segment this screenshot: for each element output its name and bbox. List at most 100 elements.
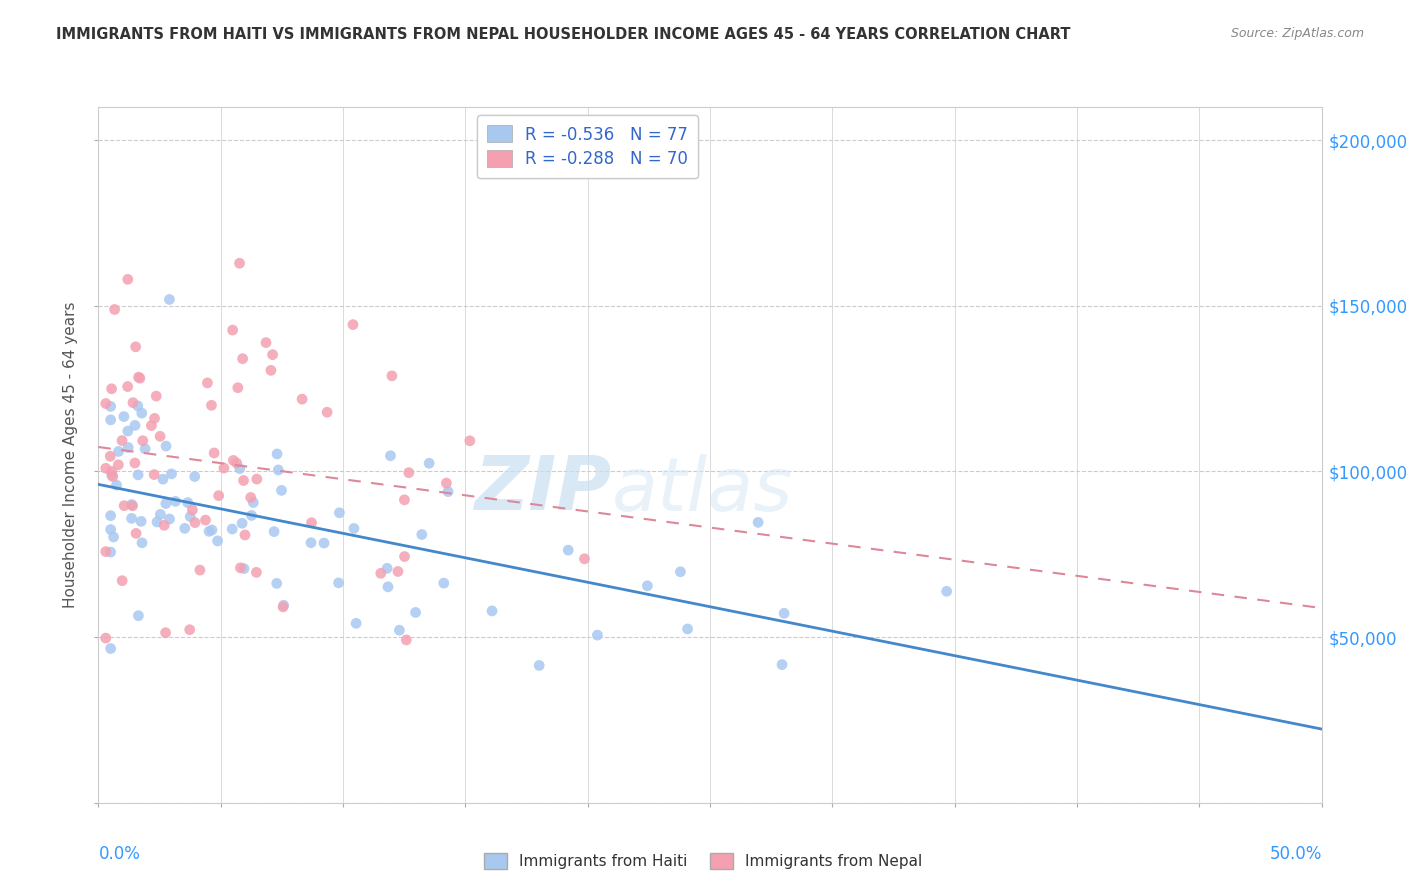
Point [165,494,187,508]
Point [328,506,350,520]
Point [155,625,177,640]
Point [242,495,264,509]
Point [228,256,250,270]
Point [117,424,139,438]
Point [437,484,460,499]
Point [121,511,143,525]
Point [127,608,149,623]
Point [104,302,127,317]
Point [381,368,404,383]
Point [117,379,139,393]
Text: 50.0%: 50.0% [1270,845,1322,863]
Point [155,439,177,453]
Point [233,561,256,575]
Text: ZIP: ZIP [475,453,612,526]
Point [301,516,323,530]
Point [153,518,176,533]
Point [121,499,143,513]
Point [112,409,135,424]
Point [100,468,122,483]
Point [291,392,314,406]
Point [273,599,295,613]
Point [394,549,416,564]
Point [770,657,793,672]
Point [229,461,252,475]
Text: IMMIGRANTS FROM HAITI VS IMMIGRANTS FROM NEPAL HOUSEHOLDER INCOME AGES 45 - 64 Y: IMMIGRANTS FROM HAITI VS IMMIGRANTS FROM… [56,27,1071,42]
Point [380,449,402,463]
Point [98,450,121,464]
Point [221,323,243,337]
Point [146,515,169,529]
Point [111,434,134,448]
Point [101,469,124,483]
Point [221,522,243,536]
Point [271,599,294,614]
Text: Source: ZipAtlas.com: Source: ZipAtlas.com [1230,27,1364,40]
Point [149,429,172,443]
Point [312,536,335,550]
Point [344,616,367,631]
Point [103,530,125,544]
Point [232,474,254,488]
Point [143,467,166,482]
Point [131,406,153,420]
Text: 0.0%: 0.0% [98,845,141,863]
Point [208,489,231,503]
Point [127,467,149,482]
Point [201,523,224,537]
Y-axis label: Householder Income Ages 45 - 64 years: Householder Income Ages 45 - 64 years [63,301,79,608]
Point [94,544,117,558]
Point [481,604,503,618]
Point [395,632,418,647]
Point [342,318,364,332]
Point [122,395,145,409]
Point [222,453,245,467]
Point [111,574,134,588]
Point [394,492,416,507]
Point [202,446,225,460]
Point [207,533,229,548]
Point [94,396,117,410]
Point [246,472,269,486]
Point [676,622,699,636]
Point [226,381,249,395]
Point [434,476,457,491]
Point [370,566,392,581]
Point [266,576,288,591]
Legend: R = -0.536   N = 77, R = -0.288   N = 70: R = -0.536 N = 77, R = -0.288 N = 70 [477,115,699,178]
Point [375,561,398,575]
Point [124,340,146,354]
Point [100,508,122,523]
Point [152,472,174,486]
Point [107,458,129,472]
Point [574,551,596,566]
Point [343,521,366,535]
Point [173,521,195,535]
Point [181,503,204,517]
Point [387,565,409,579]
Point [155,497,177,511]
Point [262,348,284,362]
Point [124,456,146,470]
Point [100,523,122,537]
Point [231,516,253,531]
Point [184,516,207,530]
Point [121,498,143,512]
Point [125,526,148,541]
Point [398,466,420,480]
Point [270,483,292,498]
Point [177,495,200,509]
Point [260,363,283,377]
Point [94,461,117,475]
Point [254,335,277,350]
Point [377,580,399,594]
Point [232,351,254,366]
Point [134,442,156,456]
Point [100,382,122,396]
Point [458,434,481,448]
Point [129,514,152,528]
Point [773,607,796,621]
Point [127,399,149,413]
Point [159,512,181,526]
Point [179,509,201,524]
